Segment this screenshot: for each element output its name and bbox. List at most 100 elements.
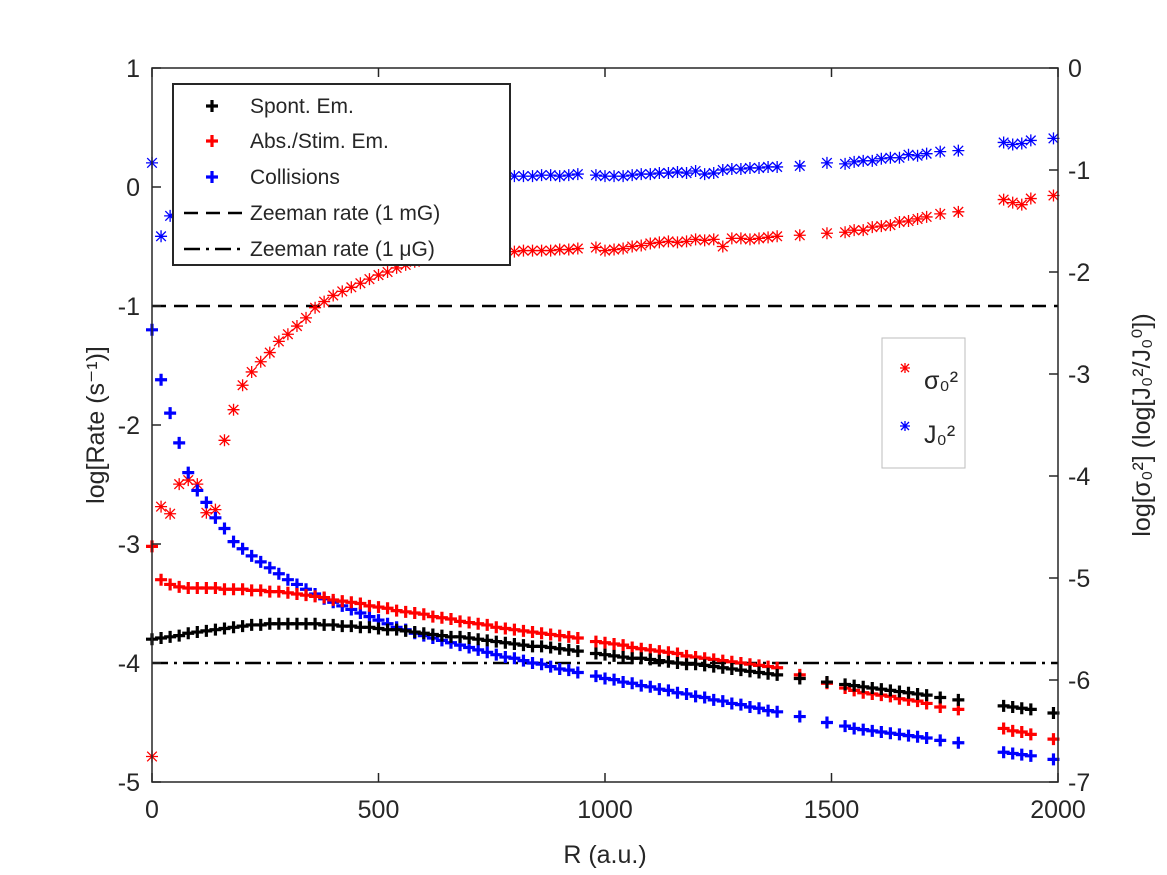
j-0-2-point <box>671 166 684 179</box>
j-0-2-point <box>644 168 657 181</box>
abs-stim-em-point <box>318 591 331 604</box>
legend-label-zeeman-1ug: Zeeman rate (1 μG) <box>250 238 435 261</box>
collisions-point <box>173 436 186 449</box>
j-0-2-point <box>626 169 639 182</box>
j-0-2-point <box>155 230 168 243</box>
y-right-tick-label: -2 <box>1068 259 1090 287</box>
sigma-0-2-point <box>644 237 657 250</box>
j-0-2-point <box>526 170 539 183</box>
sigma-0-2-point <box>164 507 177 520</box>
collisions-point <box>209 511 222 524</box>
sigma-0-2-point <box>345 281 358 294</box>
sigma-0-2-point <box>526 244 539 257</box>
collisions-point <box>1024 749 1037 762</box>
sigma-0-2-point <box>653 236 666 249</box>
reference-lines <box>152 304 1058 665</box>
j-0-2-point <box>902 148 915 161</box>
collisions-point <box>771 705 784 718</box>
sigma-0-2-point <box>191 478 204 491</box>
collisions-point <box>263 561 276 574</box>
j-0-2-point <box>1024 134 1037 147</box>
abs-stim-em-point <box>417 608 430 621</box>
sigma-0-2-point <box>290 320 303 333</box>
spont-em-point <box>571 645 584 658</box>
j-0-2-point <box>535 169 548 182</box>
sigma-0-2-point <box>227 403 240 416</box>
legend-marker-abs-stim-em <box>206 135 218 147</box>
j-0-2-point <box>635 168 648 181</box>
y-right-tick-label: -7 <box>1068 769 1090 797</box>
collisions-point <box>281 573 294 586</box>
j-0-2-point <box>743 161 756 174</box>
y-right-tick-label: 0 <box>1068 55 1082 83</box>
sigma-0-2-point <box>866 221 879 234</box>
j-0-2-point <box>698 168 711 181</box>
sigma-0-2-point <box>327 289 340 302</box>
collisions-point <box>245 549 258 562</box>
collisions-point <box>227 535 240 548</box>
sigma-0-2-point <box>272 335 285 348</box>
sigma-0-2-point <box>155 500 168 513</box>
y-right-tick-label: -4 <box>1068 463 1090 491</box>
j-0-2-point <box>517 170 530 183</box>
legend-marker-sigma <box>900 363 910 373</box>
j-0-2-point <box>753 161 766 174</box>
j-0-2-point <box>1015 137 1028 150</box>
j-0-2-point <box>707 167 720 180</box>
sigma-0-2-point <box>571 242 584 255</box>
collisions-point <box>608 673 621 686</box>
sigma-0-2-point <box>734 232 747 245</box>
sigma-0-2-point <box>318 295 331 308</box>
sigma-0-2-point <box>372 269 385 282</box>
collisions-point <box>571 666 584 679</box>
j-0-2-point <box>571 168 584 181</box>
spont-em-point <box>173 629 186 642</box>
collisions-point <box>191 484 204 497</box>
spont-em-point <box>771 668 784 681</box>
collisions-point <box>363 610 376 623</box>
abs-stim-em-point <box>1015 726 1028 739</box>
legend-marker-spont-em <box>206 100 218 112</box>
sigma-0-2-point <box>218 434 231 447</box>
spont-em-point <box>1024 703 1037 716</box>
series-spont-em <box>146 617 1060 719</box>
collisions-point <box>155 373 168 386</box>
j-0-2-point <box>820 156 833 169</box>
collisions-point <box>952 736 965 749</box>
sigma-0-2-point <box>508 245 521 258</box>
legend-label-zeeman-1mg: Zeeman rate (1 mG) <box>250 202 440 225</box>
collisions-point <box>934 734 947 747</box>
y-left-tick-label: 0 <box>126 174 140 202</box>
y-right-tick-label: -3 <box>1068 361 1090 389</box>
abs-stim-em-point <box>155 573 168 586</box>
collisions-point <box>182 466 195 479</box>
collisions-point <box>920 731 933 744</box>
sigma-0-2-point <box>920 210 933 223</box>
j-0-2-point <box>553 170 566 183</box>
collisions-point <box>200 496 213 509</box>
j-0-2-point <box>934 145 947 158</box>
sigma-0-2-point <box>200 506 213 519</box>
x-axis-title: R (a.u.) <box>563 841 646 869</box>
sigma-0-2-point <box>300 311 313 324</box>
sigma-0-2-point <box>934 207 947 220</box>
j-0-2-point <box>608 170 621 183</box>
sigma-0-2-point <box>245 365 258 378</box>
j-0-2-point <box>911 149 924 162</box>
sigma-0-2-point <box>626 240 639 253</box>
sigma-0-2-point <box>884 219 897 232</box>
y-right-tick-label: -5 <box>1068 565 1090 593</box>
collisions-point <box>535 658 548 671</box>
sigma-0-2-point <box>553 243 566 256</box>
sigma-0-2-point <box>589 241 602 254</box>
legend-marker-collisions <box>206 171 218 183</box>
abs-stim-em-point <box>571 632 584 645</box>
sigma-0-2-point <box>1006 196 1019 209</box>
sigma-0-2-point <box>544 244 557 257</box>
x-tick-label: 1000 <box>577 796 633 824</box>
sigma-0-2-point <box>893 216 906 229</box>
sigma-0-2-point <box>771 230 784 243</box>
sigma-0-2-point <box>997 193 1010 206</box>
sigma-0-2-point <box>689 233 702 246</box>
